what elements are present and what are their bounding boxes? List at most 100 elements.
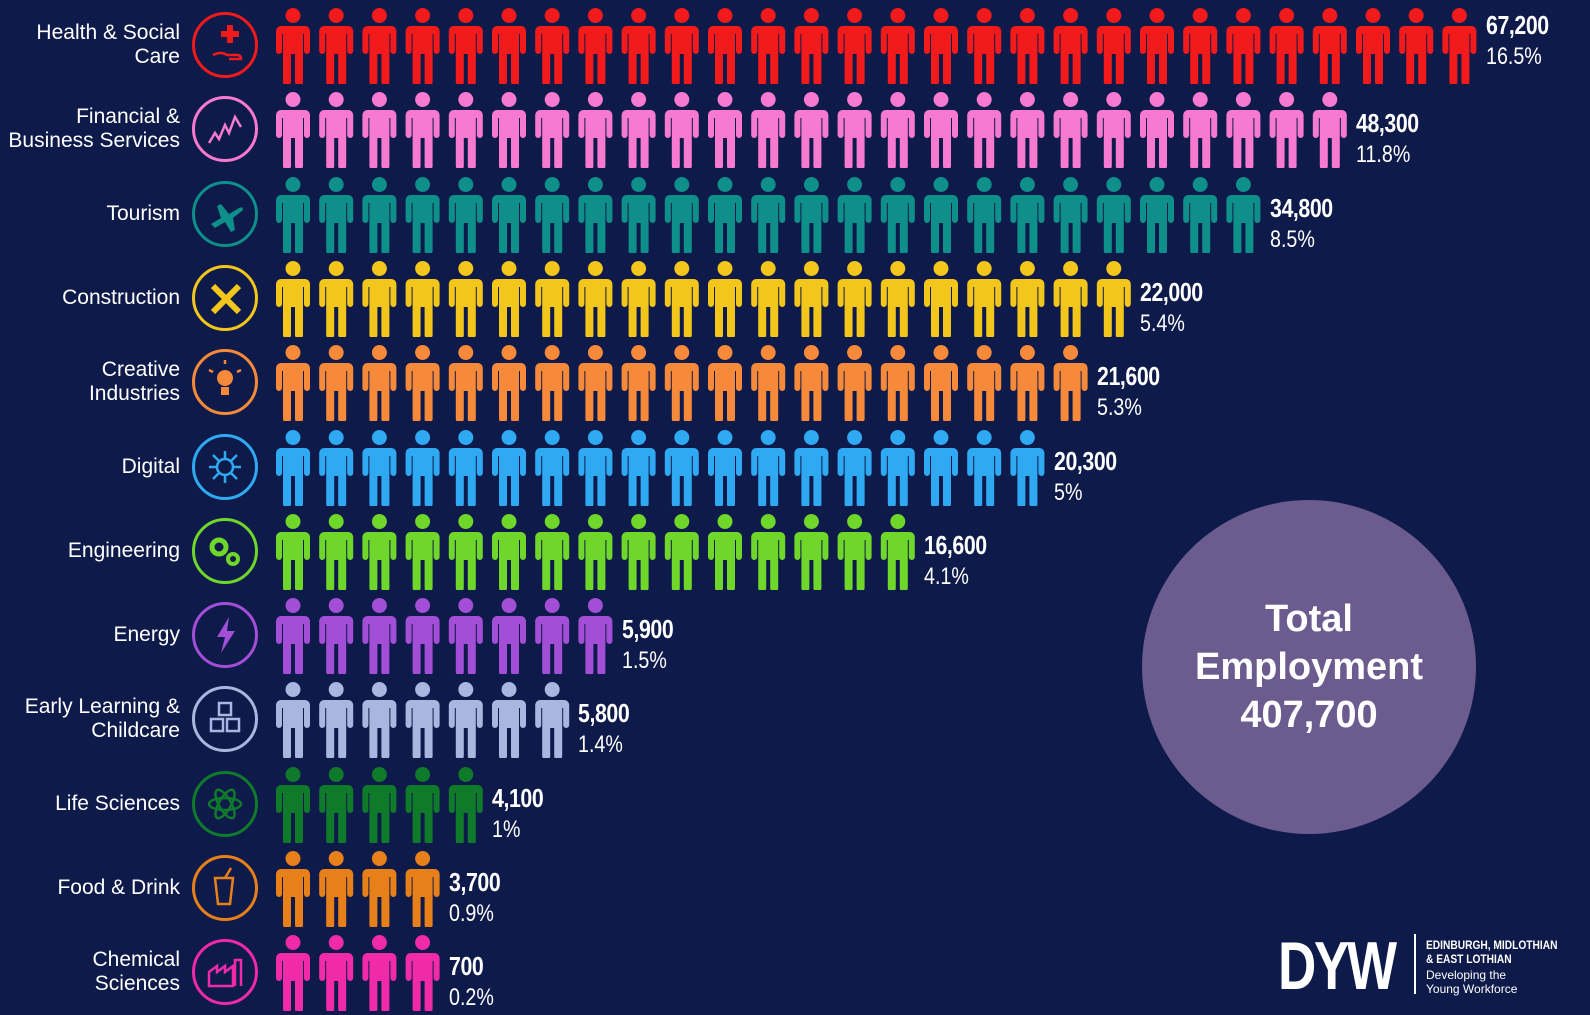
person-figure <box>837 345 872 421</box>
person-figure <box>362 514 397 590</box>
person-figure <box>837 261 872 337</box>
category-row: Energy 5,900 1.5% <box>0 596 1590 676</box>
person-figure <box>319 8 354 84</box>
person-figure <box>448 514 483 590</box>
person-figure <box>405 767 440 843</box>
person-figure <box>967 430 1002 506</box>
category-icon-circle <box>192 939 258 1005</box>
person-figure <box>448 767 483 843</box>
person-figure <box>362 8 397 84</box>
percent-label: 11.8% <box>1356 141 1411 168</box>
person-figure <box>448 92 483 168</box>
category-label: Digital <box>121 455 180 478</box>
person-figure <box>578 430 613 506</box>
person-figure-group <box>276 682 570 758</box>
gears-icon <box>209 537 240 566</box>
person-figure <box>751 514 786 590</box>
value-label: 16,600 <box>924 530 987 560</box>
person-figure <box>1226 177 1261 253</box>
total-title-line1: Total <box>1265 598 1353 640</box>
person-figure <box>405 514 440 590</box>
person-figure <box>448 8 483 84</box>
person-figure <box>924 92 958 168</box>
person-figure <box>708 345 742 421</box>
logo-region-line1: EDINBURGH, MIDLOTHIAN <box>1426 938 1558 952</box>
person-figure <box>276 682 310 758</box>
person-figure <box>664 345 699 421</box>
person-figure <box>448 682 483 758</box>
value-label: 700 <box>448 951 484 981</box>
person-figure <box>1096 261 1131 337</box>
category-row: Life Sciences 4,100 1% <box>0 765 1590 845</box>
person-figure <box>837 92 872 168</box>
person-figure <box>1053 177 1088 253</box>
person-figure <box>621 8 656 84</box>
percent-label: 5.4% <box>1140 310 1185 337</box>
person-figure <box>492 177 526 253</box>
total-employment-circle: Total Employment 407,700 <box>1142 500 1476 834</box>
person-figure <box>664 514 699 590</box>
person-figure <box>319 430 354 506</box>
person-figure <box>492 8 526 84</box>
person-figure <box>708 92 742 168</box>
person-figure <box>578 177 613 253</box>
value-label: 5,900 <box>621 614 674 644</box>
person-figure <box>664 261 699 337</box>
category-icon-circle <box>192 349 258 415</box>
category-label: Energy <box>113 623 180 646</box>
person-figure <box>751 430 786 506</box>
person-figure <box>448 261 483 337</box>
person-figure <box>880 8 915 84</box>
person-figure <box>319 261 354 337</box>
person-figure <box>535 514 570 590</box>
category-label: Chemical Sciences <box>92 948 180 995</box>
category-icon-circle <box>192 181 258 247</box>
person-figure <box>1399 8 1434 84</box>
person-figure <box>967 261 1002 337</box>
person-figure <box>1010 92 1045 168</box>
category-row: Financial & Business Services 48,300 11.8% <box>0 90 1590 170</box>
person-figure <box>535 345 570 421</box>
person-figure-group <box>276 177 1261 253</box>
value-label: 3,700 <box>448 867 501 897</box>
person-figure-group <box>276 598 613 674</box>
category-icon-circle <box>192 518 258 584</box>
person-figure <box>448 177 483 253</box>
category-row: Tourism 34,800 8.5% <box>0 175 1590 255</box>
category-label: Construction <box>62 286 180 309</box>
person-figure <box>276 514 310 590</box>
person-figure <box>276 767 310 843</box>
person-figure <box>708 177 742 253</box>
percent-label: 0.9% <box>448 900 494 927</box>
person-figure <box>1226 8 1261 84</box>
person-figure <box>880 92 915 168</box>
person-figure <box>448 598 483 674</box>
person-figure-group <box>276 514 915 590</box>
person-figure <box>924 430 958 506</box>
person-figure <box>276 345 310 421</box>
person-figure <box>319 935 354 1011</box>
person-figure <box>319 92 354 168</box>
value-label: 21,600 <box>1096 361 1160 391</box>
factory-icon <box>207 958 243 988</box>
person-figure <box>1312 92 1347 168</box>
person-figure <box>664 8 699 84</box>
person-figure <box>405 92 440 168</box>
category-icon-circle <box>192 96 258 162</box>
person-figure <box>794 8 829 84</box>
lightbulb-icon <box>208 360 242 395</box>
person-figure <box>319 767 354 843</box>
person-figure <box>1010 8 1045 84</box>
person-figure <box>535 430 570 506</box>
person-figure <box>924 8 958 84</box>
person-figure <box>319 514 354 590</box>
category-icon-circle <box>192 434 258 500</box>
person-figure <box>276 8 310 84</box>
category-label: Engineering <box>67 539 180 562</box>
person-figure <box>1140 177 1174 253</box>
percent-label: 8.5% <box>1269 226 1315 253</box>
person-figure <box>405 177 440 253</box>
person-figure <box>1010 345 1045 421</box>
tools-icon <box>210 283 242 315</box>
person-figure <box>319 345 354 421</box>
